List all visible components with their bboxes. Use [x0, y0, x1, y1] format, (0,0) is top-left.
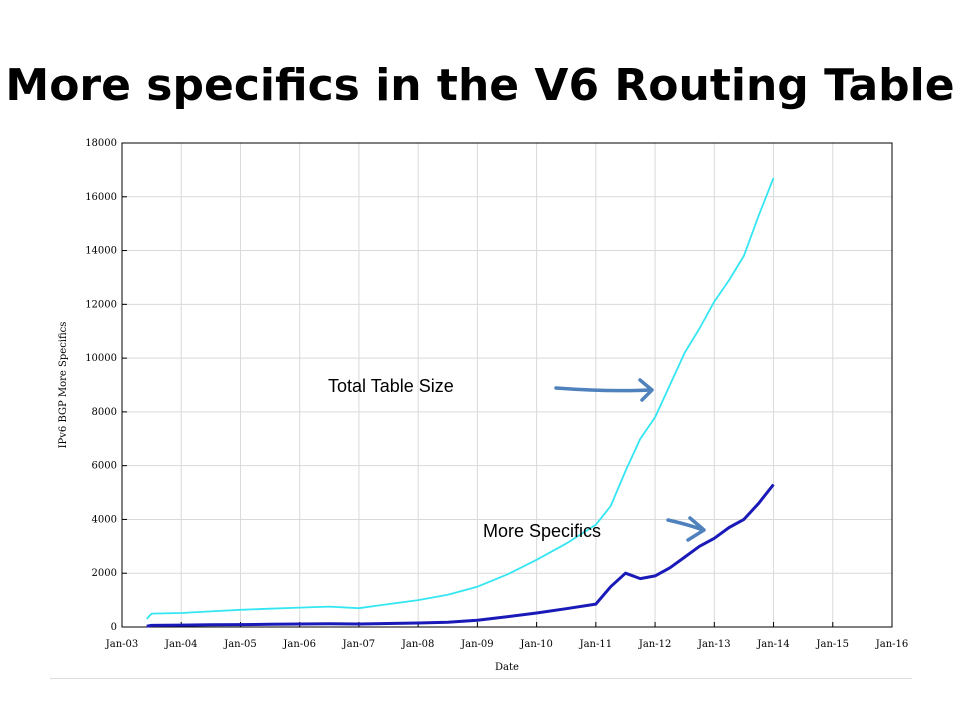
x-tick-label: Jan-09: [460, 639, 494, 650]
chart-grid: [121, 142, 893, 628]
x-tick-label: Jan-12: [638, 639, 672, 650]
arrow-head-more-specifics: [686, 516, 706, 542]
x-tick-label: Jan-15: [816, 639, 850, 650]
x-axis-label: Date: [495, 662, 519, 673]
x-tick-label: Jan-16: [875, 639, 909, 650]
x-tick-label: Jan-13: [697, 639, 731, 650]
x-axis: Jan-03 Jan-04 Jan-05 Jan-06 Jan-07 Jan-08 Jan-…: [105, 622, 909, 650]
series-line-total-table-size: [146, 177, 775, 620]
series-line-more-specifics: [146, 483, 775, 628]
plot-frame: [121, 142, 893, 628]
annotation-total-table-size: Total Table Size: [328, 376, 454, 396]
arrow-head-total: [638, 378, 654, 402]
annotation-more-specifics: More Specifics: [483, 521, 601, 541]
y-tick-label: 10000: [85, 353, 117, 364]
y-tick-label: 8000: [92, 407, 117, 418]
y-tick-label: 14000: [85, 246, 117, 257]
y-tick-label: 18000: [85, 138, 117, 149]
arrow-shaft-total: [554, 386, 652, 393]
slide-divider: [50, 678, 912, 679]
y-tick-label: 0: [111, 622, 117, 633]
y-tick-label: 12000: [85, 299, 117, 310]
x-tick-label: Jan-06: [282, 639, 316, 650]
series-lines: [146, 177, 775, 628]
y-tick-label: 16000: [85, 192, 117, 203]
x-tick-label: Jan-10: [519, 639, 553, 650]
slide-title: More specifics in the V6 Routing Table: [5, 60, 955, 111]
x-tick-label: Jan-14: [756, 639, 790, 650]
y-tick-label: 6000: [92, 461, 117, 472]
x-tick-label: Jan-11: [579, 639, 613, 650]
y-axis-label: IPv6 BGP More Specifics: [58, 322, 69, 449]
annotation-arrows: [554, 378, 706, 542]
x-tick-label: Jan-07: [342, 639, 376, 650]
x-tick-label: Jan-03: [105, 639, 139, 650]
x-tick-label: Jan-05: [223, 639, 257, 650]
y-tick-label: 4000: [92, 514, 117, 525]
x-tick-label: Jan-08: [401, 639, 435, 650]
x-tick-label: Jan-04: [164, 639, 198, 650]
y-axis: 0 2000 4000 6000 8000 10000 12000 14000 16000 180…: [85, 138, 127, 633]
y-tick-label: 2000: [92, 568, 117, 579]
